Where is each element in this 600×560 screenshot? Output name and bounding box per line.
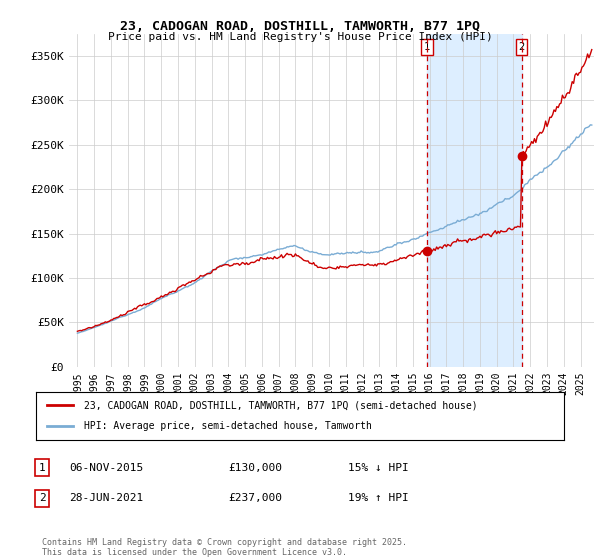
Text: 2: 2 — [38, 493, 46, 503]
Text: 28-JUN-2021: 28-JUN-2021 — [69, 493, 143, 503]
Text: Contains HM Land Registry data © Crown copyright and database right 2025.
This d: Contains HM Land Registry data © Crown c… — [42, 538, 407, 557]
Text: 23, CADOGAN ROAD, DOSTHILL, TAMWORTH, B77 1PQ: 23, CADOGAN ROAD, DOSTHILL, TAMWORTH, B7… — [120, 20, 480, 32]
Text: 2: 2 — [518, 42, 525, 52]
Text: Price paid vs. HM Land Registry's House Price Index (HPI): Price paid vs. HM Land Registry's House … — [107, 32, 493, 42]
Text: 06-NOV-2015: 06-NOV-2015 — [69, 463, 143, 473]
Text: 1: 1 — [424, 42, 430, 52]
Text: 23, CADOGAN ROAD, DOSTHILL, TAMWORTH, B77 1PQ (semi-detached house): 23, CADOGAN ROAD, DOSTHILL, TAMWORTH, B7… — [83, 400, 477, 410]
Text: 15% ↓ HPI: 15% ↓ HPI — [348, 463, 409, 473]
Text: £130,000: £130,000 — [228, 463, 282, 473]
Text: 1: 1 — [38, 463, 46, 473]
Text: 19% ↑ HPI: 19% ↑ HPI — [348, 493, 409, 503]
Text: HPI: Average price, semi-detached house, Tamworth: HPI: Average price, semi-detached house,… — [83, 421, 371, 431]
Text: £237,000: £237,000 — [228, 493, 282, 503]
Bar — [427, 34, 522, 367]
